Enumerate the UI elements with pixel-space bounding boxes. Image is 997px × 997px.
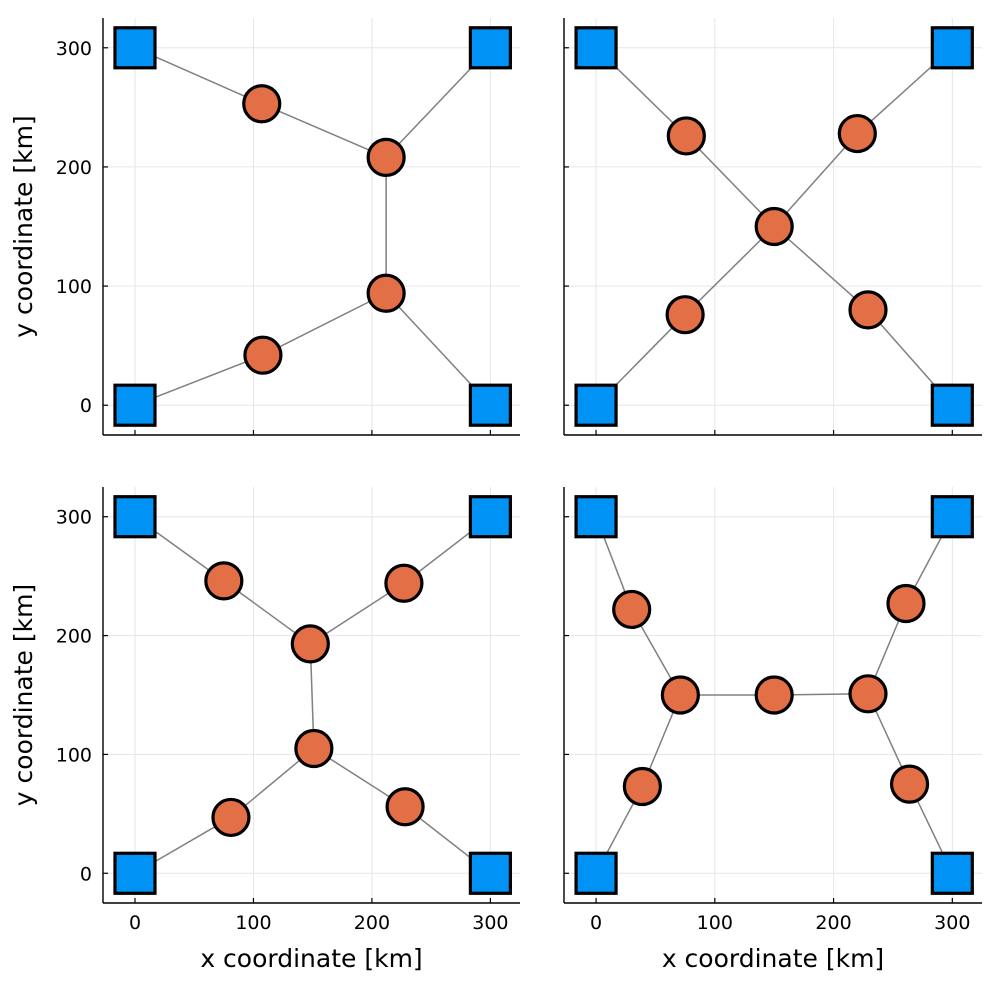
terminal-point [468,851,512,895]
terminals [574,495,974,895]
steiner-points [612,583,930,807]
steiner-point [243,335,283,375]
terminals [113,26,512,427]
steiner-point [384,563,424,603]
steiner-point [660,675,700,715]
edges [134,47,491,406]
steiner-point [848,290,888,330]
y-tick-label: 300 [56,38,92,60]
x-tick-label: 300 [934,912,970,934]
grid-lines [103,487,520,903]
y-tick-label: 300 [56,507,92,529]
terminal-point [930,26,974,70]
x-tick-label: 0 [590,912,602,934]
terminal-point [113,495,157,539]
steiner-point [889,764,930,804]
grid-lines [564,18,982,435]
terminal-point [468,495,512,539]
terminal-point [574,495,618,539]
panel-bottom-right: 0 100 200 300 x coordinate [km] [563,487,982,973]
steiner-point [886,583,926,624]
steiner-point [204,561,244,601]
terminal-point [574,26,618,70]
y-tick-label: 0 [80,395,92,417]
terminal-point [468,26,512,70]
steiner-point [622,766,662,807]
steiner-point [848,674,888,714]
grid-lines [103,18,520,435]
terminal-point [930,383,974,427]
y-tick-label: 200 [56,626,92,648]
terminal-point [468,383,512,427]
edge [773,225,869,311]
x-tick-label: 200 [815,912,851,934]
y-axis-title: y coordinate [km] [9,115,38,337]
steiner-point [242,84,282,124]
steiner-points [665,113,888,335]
panel-bottom-left: 0 100 200 300 0 100 200 300 x coordinate [km] y c… [9,487,520,973]
terminal-point [113,383,157,427]
y-tick-label: 100 [56,276,92,298]
steiner-point [211,797,251,838]
terminal-point [930,851,974,895]
steiner-points [242,84,406,375]
panel-top-left: 0 100 200 300 y coordinate [km] [9,18,520,436]
x-tick-label: 100 [235,912,271,934]
steiner-point [754,206,794,247]
steiner-point [665,295,705,335]
steiner-point [666,116,706,156]
edge [685,135,775,228]
edge [773,133,858,228]
terminals [574,26,974,427]
grid-lines [564,487,982,903]
steiner-point [837,113,877,154]
y-axis-title: y coordinate [km] [9,584,38,806]
edge [261,103,387,159]
terminal-point [574,851,618,895]
x-tick-label: 0 [129,912,141,934]
x-axis-title: x coordinate [km] [662,944,884,973]
terminal-point [930,495,974,539]
steiner-point [366,273,406,313]
edge [684,225,775,316]
x-tick-label: 200 [354,912,390,934]
panel-top-right [563,18,982,436]
terminal-point [113,851,157,895]
y-tick-label: 200 [56,157,92,179]
terminals [113,495,512,895]
edge [262,292,387,356]
edges [134,516,491,874]
terminal-point [574,383,618,427]
x-tick-label: 300 [472,912,508,934]
steiner-point [366,137,406,177]
steiner-point [385,787,425,827]
steiner-point [294,728,334,769]
x-tick-label: 100 [697,912,733,934]
terminal-point [113,26,157,70]
y-tick-label: 0 [80,863,92,885]
steiner-point [754,675,794,715]
steiner-points [204,561,425,838]
y-tick-label: 100 [56,744,92,766]
x-axis-title: x coordinate [km] [200,944,422,973]
steiner-point [612,589,652,630]
steiner-point [290,624,330,664]
